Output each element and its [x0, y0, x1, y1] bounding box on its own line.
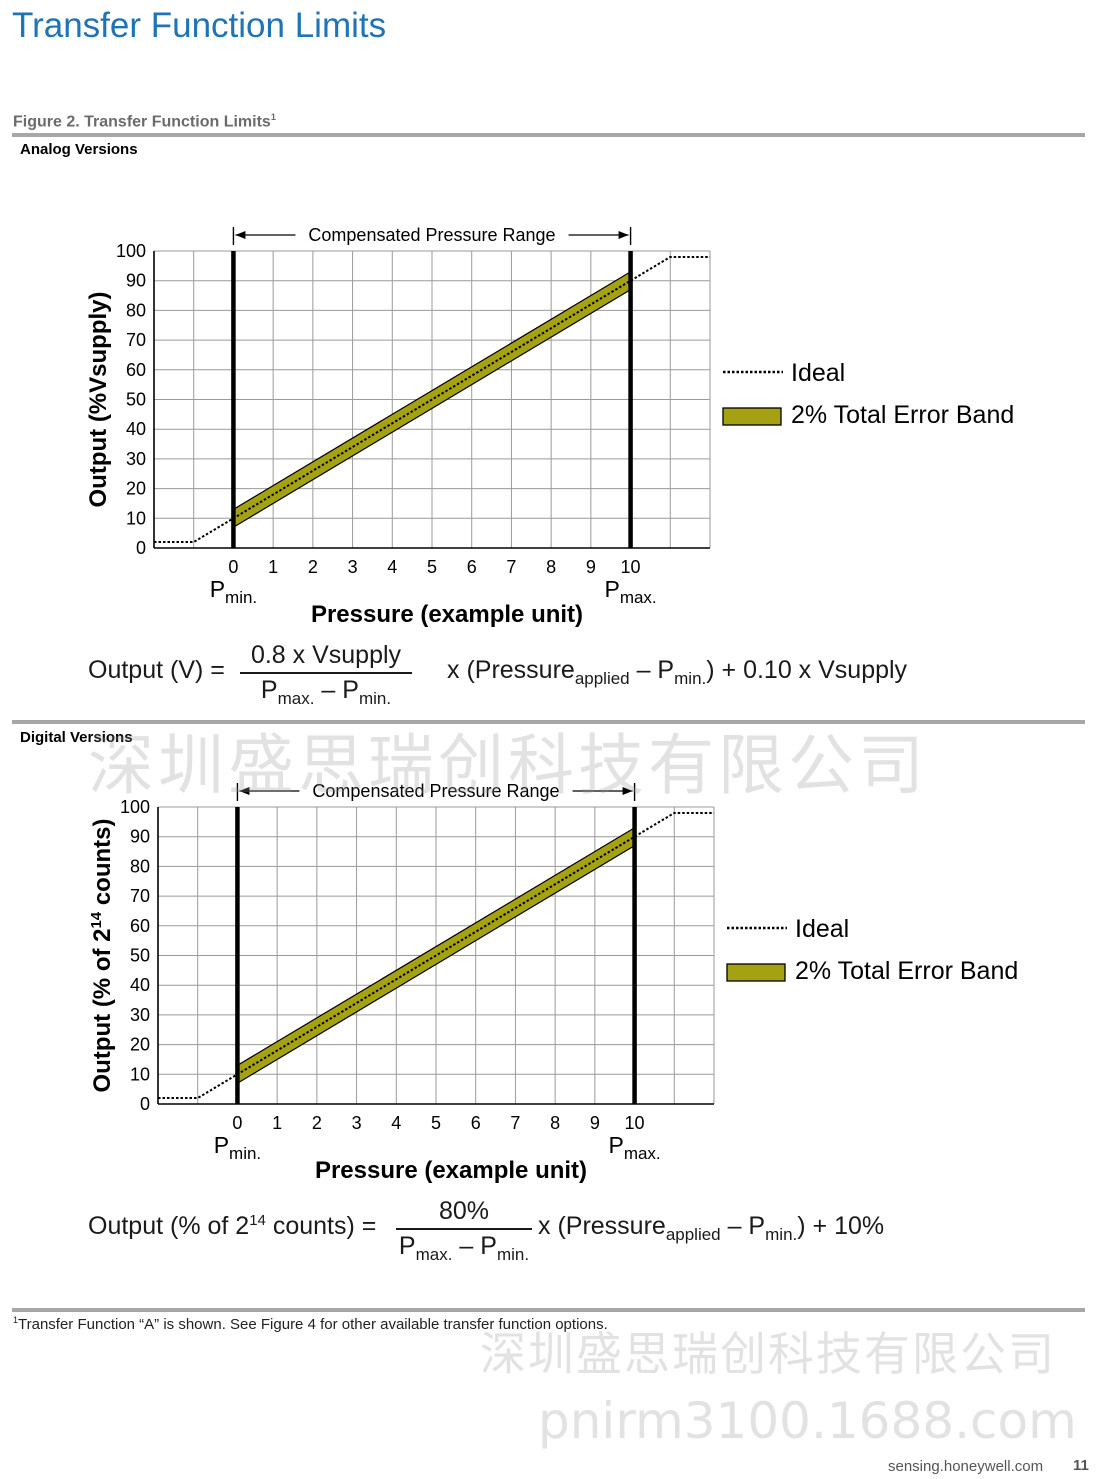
x-tick-label: 5 — [427, 557, 437, 577]
y-tick-label: 50 — [126, 390, 146, 410]
ideal-line — [154, 255, 710, 544]
ideal-line — [158, 811, 714, 1100]
x-tick-label: 1 — [268, 557, 278, 577]
legend-ideal-label: Ideal — [791, 359, 845, 387]
x-tick-label: 3 — [352, 1113, 362, 1133]
y-tick-label: 0 — [136, 538, 146, 558]
y-tick-label: 10 — [126, 508, 146, 528]
y-tick-label: 40 — [126, 419, 146, 439]
legend-band-swatch — [722, 407, 782, 426]
x-tick-label: 0 — [228, 557, 238, 577]
fraction-bar — [240, 672, 412, 674]
section-label-digital: Digital Versions — [20, 729, 133, 746]
formula-denominator: Pmax. – Pmin. — [260, 675, 392, 708]
y-tick-label: 90 — [126, 271, 146, 291]
arrowhead-right — [618, 231, 629, 239]
y-tick-label: 80 — [130, 856, 150, 876]
section-label-analog: Analog Versions — [20, 141, 138, 158]
x-tick-label: 7 — [506, 557, 516, 577]
y-tick-label: 50 — [130, 946, 150, 966]
x-tick-label: 6 — [467, 557, 477, 577]
pmax-label: Pmax. — [604, 576, 656, 607]
y-tick-label: 80 — [126, 300, 146, 320]
x-tick-label: 3 — [348, 557, 358, 577]
x-tick-label: 9 — [586, 557, 596, 577]
page-number: 11 — [1073, 1457, 1089, 1474]
x-tick-label: 0 — [232, 1113, 242, 1133]
x-tick-label: 10 — [625, 1113, 645, 1133]
y-tick-label: 100 — [116, 241, 146, 261]
legend-band-swatch — [726, 963, 786, 982]
watermark-company: 深圳盛思瑞创科技有限公司 — [88, 727, 928, 804]
formula-rhs-analog: x (Pressureapplied – Pmin.) + 0.10 x Vsu… — [447, 656, 908, 688]
y-tick-label: 20 — [126, 479, 146, 499]
divider — [12, 1308, 1085, 1312]
y-tick-label: 30 — [126, 449, 146, 469]
x-tick-label: 10 — [621, 557, 641, 577]
x-tick-label: 6 — [471, 1113, 481, 1133]
formula-numerator: 80% — [438, 1197, 490, 1225]
formula-numerator: 0.8 x Vsupply — [250, 641, 402, 669]
y-tick-label: 60 — [130, 916, 150, 936]
divider — [12, 720, 1085, 724]
x-tick-label: 2 — [308, 557, 318, 577]
x-tick-label: 1 — [272, 1113, 282, 1133]
arrowhead-left — [239, 787, 250, 795]
formula-denominator: Pmax. – Pmin. — [398, 1231, 530, 1264]
x-tick-label: 8 — [546, 557, 556, 577]
pmin-label: Pmin. — [214, 1132, 261, 1163]
formula-analog: Output (V) = — [88, 656, 225, 685]
pmin-label: Pmin. — [210, 576, 257, 607]
legend-band-label: 2% Total Error Band — [791, 401, 1014, 429]
x-tick-label: 9 — [590, 1113, 600, 1133]
y-tick-label: 10 — [130, 1064, 150, 1084]
y-axis-label: Output (% of 214 counts) — [88, 819, 116, 1093]
watermark-url: pnirm3100.1688.com — [538, 1392, 1077, 1450]
range-annotation: Compensated Pressure Range — [308, 225, 555, 245]
footnote: 1Transfer Function “A” is shown. See Fig… — [13, 1315, 608, 1333]
x-tick-label: 2 — [312, 1113, 322, 1133]
y-tick-label: 60 — [126, 360, 146, 380]
y-axis-label: Output (%Vsupply) — [85, 292, 112, 508]
x-tick-label: 7 — [510, 1113, 520, 1133]
y-tick-label: 0 — [140, 1094, 150, 1114]
y-tick-label: 40 — [130, 975, 150, 995]
site-url: sensing.honeywell.com — [888, 1458, 1044, 1475]
chart-analog: Compensated Pressure Range01020304050607… — [85, 225, 1014, 628]
y-tick-label: 100 — [120, 797, 150, 817]
y-tick-label: 70 — [130, 886, 150, 906]
y-tick-label: 30 — [130, 1005, 150, 1025]
formula-rhs-digital: x (Pressureapplied – Pmin.) + 10% — [538, 1212, 885, 1244]
formula-lhs: Output (V) = — [88, 656, 225, 684]
x-axis-label: Pressure (example unit) — [315, 1157, 587, 1184]
page-title: Transfer Function Limits — [12, 6, 387, 45]
x-tick-label: 8 — [550, 1113, 560, 1133]
y-tick-label: 90 — [130, 827, 150, 847]
x-tick-label: 4 — [391, 1113, 401, 1133]
figure-caption: Figure 2. Transfer Function Limits1 — [13, 112, 276, 131]
y-tick-label: 70 — [126, 330, 146, 350]
range-annotation: Compensated Pressure Range — [312, 781, 559, 801]
y-tick-label: 20 — [130, 1035, 150, 1055]
pmax-label: Pmax. — [608, 1132, 660, 1163]
watermark-company-small: 深圳盛思瑞创科技有限公司 — [480, 1327, 1056, 1381]
formula-digital: Output (% of 214 counts) = — [88, 1212, 377, 1240]
fraction-bar — [396, 1228, 532, 1230]
x-tick-label: 5 — [431, 1113, 441, 1133]
arrowhead-right — [622, 787, 633, 795]
legend-ideal-label: Ideal — [795, 915, 849, 943]
x-axis-label: Pressure (example unit) — [311, 601, 583, 628]
x-tick-label: 4 — [387, 557, 397, 577]
arrowhead-left — [235, 231, 246, 239]
legend-band-label: 2% Total Error Band — [795, 957, 1018, 985]
chart-digital: Compensated Pressure Range01020304050607… — [88, 781, 1018, 1184]
divider — [12, 133, 1085, 137]
